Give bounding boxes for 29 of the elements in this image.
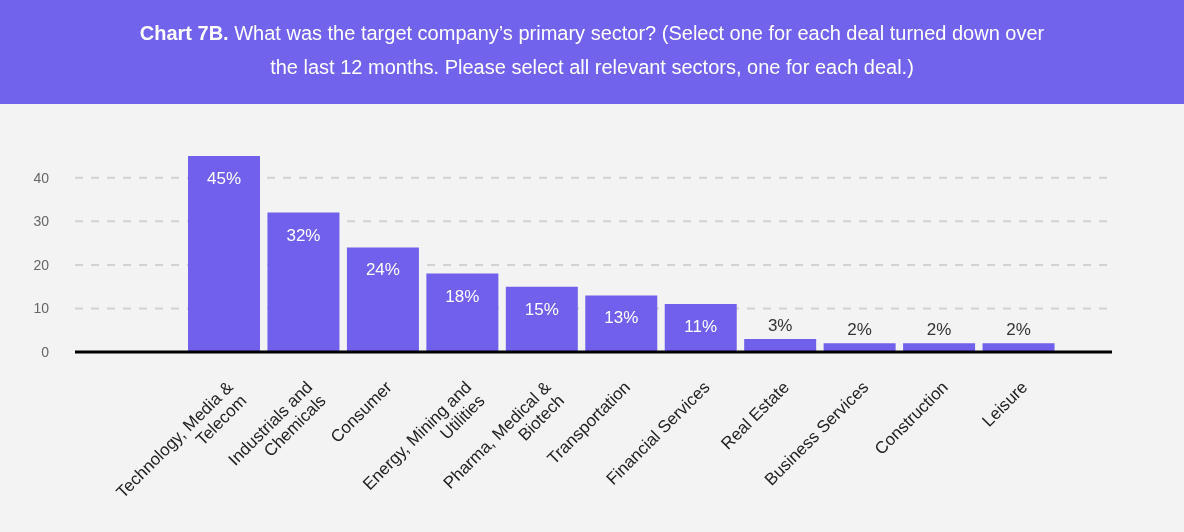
bar <box>505 286 578 352</box>
data-label: 18% <box>445 286 480 306</box>
data-label: 32% <box>286 225 321 245</box>
chart-subtitle: What was the target company’s primary sector? (Select one for each deal turned down over the last 12 months. Please select all relevant sectors, one for each deal.) <box>234 22 1045 78</box>
y-tick-label: 0 <box>41 343 50 360</box>
bar <box>585 295 658 352</box>
bar <box>982 343 1055 352</box>
data-label: 15% <box>524 299 559 319</box>
bar <box>903 343 976 352</box>
data-label: 3% <box>767 315 793 335</box>
bar <box>744 338 817 352</box>
data-label: 24% <box>365 260 400 280</box>
data-label: 11% <box>684 317 718 337</box>
bar <box>346 247 419 352</box>
data-label: 2% <box>847 320 872 340</box>
data-label: 2% <box>926 320 952 340</box>
data-label: 45% <box>206 169 242 188</box>
y-tick-label: 40 <box>33 169 50 186</box>
bar <box>823 343 896 352</box>
y-tick-label: 10 <box>33 300 50 317</box>
bar <box>267 212 340 352</box>
data-label: 13% <box>604 308 639 328</box>
bar <box>426 273 499 352</box>
bar <box>188 156 260 352</box>
data-label: 2% <box>1006 320 1031 340</box>
y-tick-label: 30 <box>33 213 50 230</box>
chart-title: Chart 7B. <box>139 22 229 44</box>
bar <box>664 304 737 352</box>
y-tick-label: 20 <box>33 256 50 273</box>
